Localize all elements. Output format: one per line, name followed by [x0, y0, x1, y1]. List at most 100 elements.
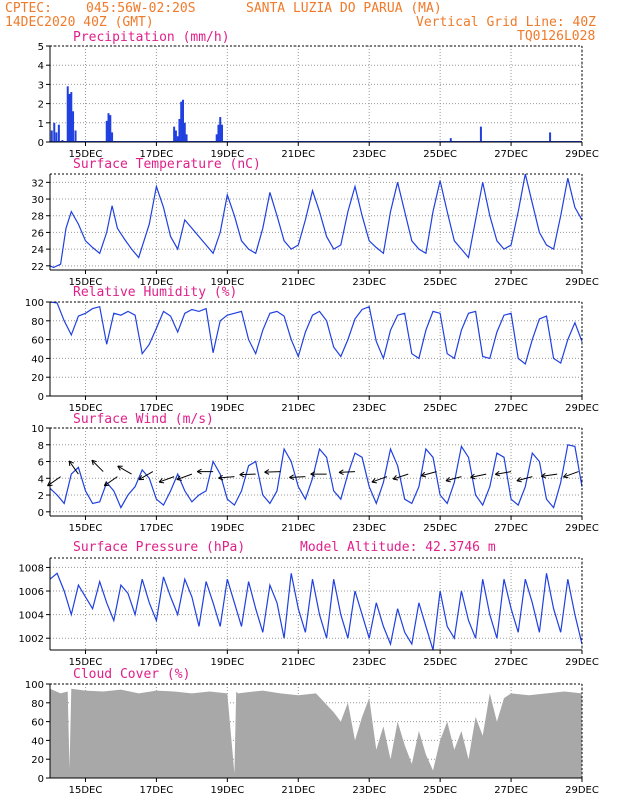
- ytick-label: 80: [31, 317, 44, 328]
- ytick-label: 32: [31, 178, 44, 189]
- model-altitude-label: Model Altitude: 42.3746 m: [300, 540, 496, 555]
- xtick-label: 15DEC: [69, 785, 103, 796]
- header-location: SANTA LUZIA DO PARUA (MA): [246, 1, 442, 16]
- panel-pressure: 1002 1004 1006 1008 15DEC 17DEC 19DEC 21DEC 23DE…: [19, 540, 599, 668]
- ytick-label: 2: [38, 491, 44, 502]
- wind-arrow: [563, 471, 579, 479]
- xtick-label: 27DEC: [494, 657, 528, 668]
- pressure-line: [49, 572, 583, 651]
- xtick-label: 19DEC: [210, 657, 244, 668]
- wind-arrow: [138, 471, 154, 481]
- xtick-label: 27DEC: [494, 149, 528, 160]
- ytick-label: 30: [31, 195, 44, 206]
- wind-arrow-head: [470, 473, 475, 478]
- precip-bar: [180, 101, 183, 142]
- wind-arrow-head: [176, 479, 182, 481]
- wind-arrow-head: [338, 471, 344, 476]
- wind-arrow: [371, 476, 388, 484]
- wind-arrow-head: [310, 473, 316, 477]
- precip-bar: [55, 132, 58, 142]
- wind-arrow-head: [421, 475, 427, 478]
- wind-arrow: [218, 474, 235, 481]
- ytick-label: 5: [38, 42, 44, 53]
- precip-bar: [182, 99, 184, 142]
- xtick-label: 21DEC: [281, 403, 315, 414]
- ytick-label: 1006: [19, 587, 44, 598]
- precip-bar: [178, 118, 181, 142]
- ytick-label: 40: [31, 736, 44, 747]
- wind-arrow-head: [445, 476, 450, 482]
- xtick-label: 27DEC: [494, 785, 528, 796]
- ytick-label: 20: [31, 373, 44, 384]
- wind-arrow: [117, 465, 132, 475]
- wind-arrow: [103, 476, 118, 487]
- wind-arrow: [445, 476, 462, 483]
- ytick-label: 4: [38, 61, 44, 72]
- wind-arrow-head: [218, 477, 224, 481]
- wind-arrow: [239, 471, 256, 478]
- wind-arrow-shaft: [541, 473, 558, 477]
- xtick-label: 15DEC: [69, 657, 103, 668]
- wind-arrow-head: [117, 465, 121, 471]
- precip-bar: [183, 122, 186, 142]
- wind-arrow-head: [159, 481, 165, 484]
- xtick-label: 15DEC: [69, 149, 103, 160]
- panel-title: Cloud Cover (%): [73, 667, 190, 682]
- wind-arrow-shaft: [117, 465, 132, 475]
- header-source: CPTEC:: [5, 1, 52, 16]
- wind-arrow-head: [68, 460, 71, 467]
- xtick-label: 15DEC: [69, 277, 103, 288]
- xtick-label: 19DEC: [210, 277, 244, 288]
- wind-arrow-head: [338, 469, 344, 473]
- header-coords: 045:56W-02:20S: [86, 1, 196, 16]
- wind-arrow-head: [516, 480, 522, 483]
- xtick-label: 19DEC: [210, 523, 244, 534]
- wind-arrow-head: [541, 475, 547, 479]
- xtick-label: 25DEC: [423, 785, 457, 796]
- wind-arrow-shaft: [68, 460, 79, 475]
- wind-arrow-head: [516, 476, 521, 482]
- xtick-label: 29DEC: [565, 403, 599, 414]
- xtick-label: 17DEC: [140, 523, 174, 534]
- wind-arrow-head: [264, 471, 270, 475]
- panel-title: Precipitation (mm/h): [73, 30, 230, 45]
- wind-arrow-head: [289, 474, 294, 478]
- ytick-label: 20: [31, 755, 44, 766]
- ytick-label: 2: [38, 100, 44, 111]
- header-grid-note: Vertical Grid Line: 40Z: [416, 15, 597, 30]
- xtick-label: 21DEC: [281, 149, 315, 160]
- ytick-label: 0: [38, 392, 44, 403]
- wind-arrow-shaft: [421, 471, 437, 477]
- wind-arrow: [338, 469, 356, 476]
- temperature-line: [49, 173, 583, 269]
- wind-arrow-head: [91, 459, 97, 463]
- xtick-label: 29DEC: [565, 523, 599, 534]
- wind-arrow-shaft: [158, 476, 175, 483]
- wind-line: [49, 444, 583, 509]
- precip-bar: [215, 134, 218, 142]
- wind-arrow-shaft: [218, 476, 235, 479]
- wind-arrow: [91, 459, 104, 472]
- panel-precipitation: 0 1 2 3 4 5 15DEC 17DEC 19DEC 21DEC 23DEC 25DEC 27DE…: [38, 30, 599, 160]
- ytick-label: 1004: [19, 611, 44, 622]
- wind-arrow-head: [371, 477, 376, 483]
- xtick-label: 25DEC: [423, 277, 457, 288]
- wind-arrow: [176, 473, 193, 481]
- wind-arrow-head: [196, 471, 202, 475]
- xtick-label: 21DEC: [281, 523, 315, 534]
- wind-arrow-head: [495, 473, 501, 477]
- xtick-label: 21DEC: [281, 785, 315, 796]
- wind-arrow-head: [563, 472, 568, 478]
- wind-arrow-head: [310, 471, 316, 475]
- precip-bar: [68, 94, 71, 142]
- humidity-line: [49, 301, 583, 366]
- wind-arrow-shaft: [392, 473, 409, 480]
- wind-arrow: [392, 473, 409, 481]
- ytick-label: 0: [38, 138, 44, 149]
- precip-bar: [57, 124, 60, 142]
- xtick-label: 23DEC: [352, 523, 386, 534]
- ytick-label: 1: [38, 119, 44, 130]
- ytick-label: 100: [25, 298, 44, 309]
- wind-arrow-head: [68, 460, 74, 464]
